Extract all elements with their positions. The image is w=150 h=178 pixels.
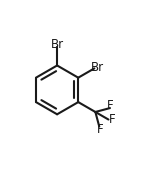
Text: F: F	[97, 123, 103, 136]
Text: F: F	[107, 99, 114, 112]
Text: Br: Br	[91, 61, 104, 74]
Text: F: F	[108, 113, 115, 126]
Text: Br: Br	[51, 38, 64, 51]
